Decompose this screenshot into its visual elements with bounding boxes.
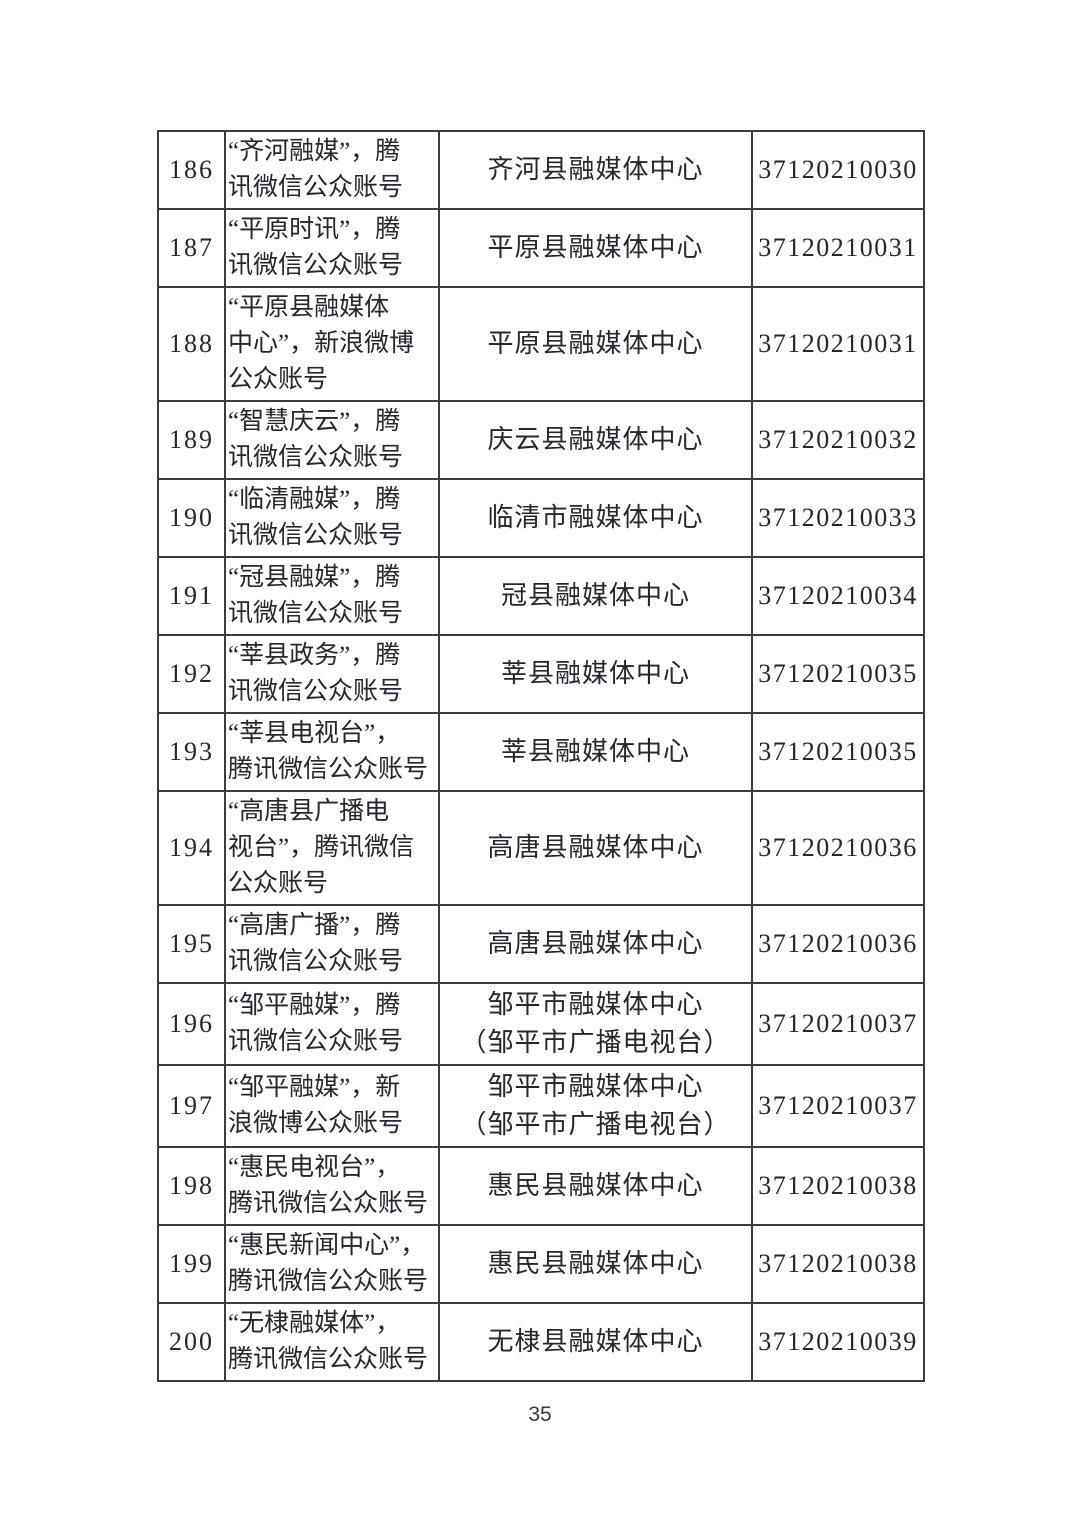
account-name-cell: “高唐县广播电 视台”，腾讯微信 公众账号 [224, 790, 440, 906]
table-row: 187 “平原时讯”，腾 讯微信公众账号 平原县融媒体中心 3712021003… [157, 208, 925, 288]
organization-cell: 莘县融媒体中心 [438, 712, 753, 792]
organization-cell: 高唐县融媒体中心 [438, 790, 753, 906]
license-number-cell: 37120210034 [751, 556, 925, 636]
license-number-cell: 37120210038 [751, 1146, 925, 1226]
account-name-cell: “临清融媒”，腾 讯微信公众账号 [224, 478, 440, 558]
license-number-cell: 37120210031 [751, 286, 925, 402]
license-number-cell: 37120210039 [751, 1302, 925, 1382]
row-number-cell: 190 [157, 478, 226, 558]
organization-cell: 惠民县融媒体中心 [438, 1146, 753, 1226]
license-number-cell: 37120210035 [751, 712, 925, 792]
row-number-cell: 199 [157, 1224, 226, 1304]
table-row: 198 “惠民电视台”， 腾讯微信公众账号 惠民县融媒体中心 371202100… [157, 1146, 925, 1226]
media-accounts-table: 186 “齐河融媒”，腾 讯微信公众账号 齐河县融媒体中心 3712021003… [157, 130, 925, 1382]
table-row: 191 “冠县融媒”，腾 讯微信公众账号 冠县融媒体中心 37120210034 [157, 556, 925, 636]
row-number-cell: 192 [157, 634, 226, 714]
row-number-cell: 193 [157, 712, 226, 792]
organization-cell: 冠县融媒体中心 [438, 556, 753, 636]
account-name-cell: “惠民新闻中心”， 腾讯微信公众账号 [224, 1224, 440, 1304]
organization-cell: 庆云县融媒体中心 [438, 400, 753, 480]
organization-cell: 齐河县融媒体中心 [438, 130, 753, 210]
license-number-cell: 37120210036 [751, 904, 925, 984]
table-row: 193 “莘县电视台”， 腾讯微信公众账号 莘县融媒体中心 3712021003… [157, 712, 925, 792]
organization-cell: 惠民县融媒体中心 [438, 1224, 753, 1304]
table-body: 186 “齐河融媒”，腾 讯微信公众账号 齐河县融媒体中心 3712021003… [157, 130, 925, 1382]
license-number-cell: 37120210036 [751, 790, 925, 906]
account-name-cell: “齐河融媒”，腾 讯微信公众账号 [224, 130, 440, 210]
page-number: 35 [528, 1403, 552, 1426]
account-name-cell: “智慧庆云”，腾 讯微信公众账号 [224, 400, 440, 480]
table-row: 189 “智慧庆云”，腾 讯微信公众账号 庆云县融媒体中心 3712021003… [157, 400, 925, 480]
license-number-cell: 37120210033 [751, 478, 925, 558]
row-number-cell: 200 [157, 1302, 226, 1382]
table-row: 188 “平原县融媒体 中心”，新浪微博 公众账号 平原县融媒体中心 37120… [157, 286, 925, 402]
organization-cell: 高唐县融媒体中心 [438, 904, 753, 984]
account-name-cell: “邹平融媒”，新 浪微博公众账号 [224, 1064, 440, 1148]
account-name-cell: “莘县电视台”， 腾讯微信公众账号 [224, 712, 440, 792]
license-number-cell: 37120210037 [751, 982, 925, 1066]
license-number-cell: 37120210032 [751, 400, 925, 480]
organization-cell: 邹平市融媒体中心 （邹平市广播电视台） [438, 982, 753, 1066]
table-row: 196 “邹平融媒”，腾 讯微信公众账号 邹平市融媒体中心 （邹平市广播电视台）… [157, 982, 925, 1066]
organization-cell: 平原县融媒体中心 [438, 208, 753, 288]
row-number-cell: 194 [157, 790, 226, 906]
account-name-cell: “平原县融媒体 中心”，新浪微博 公众账号 [224, 286, 440, 402]
table-row: 192 “莘县政务”，腾 讯微信公众账号 莘县融媒体中心 37120210035 [157, 634, 925, 714]
license-number-cell: 37120210038 [751, 1224, 925, 1304]
organization-cell: 莘县融媒体中心 [438, 634, 753, 714]
license-number-cell: 37120210035 [751, 634, 925, 714]
license-number-cell: 37120210031 [751, 208, 925, 288]
table-row: 194 “高唐县广播电 视台”，腾讯微信 公众账号 高唐县融媒体中心 37120… [157, 790, 925, 906]
document-page: 186 “齐河融媒”，腾 讯微信公众账号 齐河县融媒体中心 3712021003… [157, 130, 925, 1382]
row-number-cell: 195 [157, 904, 226, 984]
license-number-cell: 37120210030 [751, 130, 925, 210]
account-name-cell: “无棣融媒体”， 腾讯微信公众账号 [224, 1302, 440, 1382]
account-name-cell: “冠县融媒”，腾 讯微信公众账号 [224, 556, 440, 636]
account-name-cell: “惠民电视台”， 腾讯微信公众账号 [224, 1146, 440, 1226]
organization-cell: 平原县融媒体中心 [438, 286, 753, 402]
row-number-cell: 186 [157, 130, 226, 210]
table-row: 200 “无棣融媒体”， 腾讯微信公众账号 无棣县融媒体中心 371202100… [157, 1302, 925, 1382]
row-number-cell: 191 [157, 556, 226, 636]
row-number-cell: 187 [157, 208, 226, 288]
row-number-cell: 196 [157, 982, 226, 1066]
table-row: 199 “惠民新闻中心”， 腾讯微信公众账号 惠民县融媒体中心 37120210… [157, 1224, 925, 1304]
license-number-cell: 37120210037 [751, 1064, 925, 1148]
row-number-cell: 197 [157, 1064, 226, 1148]
organization-cell: 邹平市融媒体中心 （邹平市广播电视台） [438, 1064, 753, 1148]
account-name-cell: “莘县政务”，腾 讯微信公众账号 [224, 634, 440, 714]
organization-cell: 临清市融媒体中心 [438, 478, 753, 558]
account-name-cell: “高唐广播”，腾 讯微信公众账号 [224, 904, 440, 984]
table-row: 186 “齐河融媒”，腾 讯微信公众账号 齐河县融媒体中心 3712021003… [157, 130, 925, 210]
row-number-cell: 198 [157, 1146, 226, 1226]
table-row: 190 “临清融媒”，腾 讯微信公众账号 临清市融媒体中心 3712021003… [157, 478, 925, 558]
table-row: 195 “高唐广播”，腾 讯微信公众账号 高唐县融媒体中心 3712021003… [157, 904, 925, 984]
organization-cell: 无棣县融媒体中心 [438, 1302, 753, 1382]
row-number-cell: 188 [157, 286, 226, 402]
row-number-cell: 189 [157, 400, 226, 480]
account-name-cell: “平原时讯”，腾 讯微信公众账号 [224, 208, 440, 288]
account-name-cell: “邹平融媒”，腾 讯微信公众账号 [224, 982, 440, 1066]
table-row: 197 “邹平融媒”，新 浪微博公众账号 邹平市融媒体中心 （邹平市广播电视台）… [157, 1064, 925, 1148]
